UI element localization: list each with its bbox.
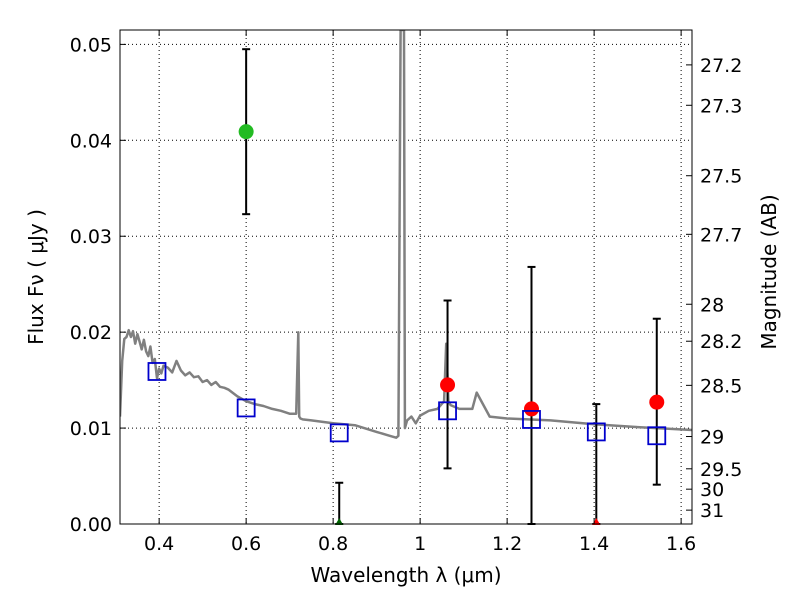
x-axis-label: Wavelength λ (μm) bbox=[310, 563, 501, 587]
right-tick-label: 27.5 bbox=[700, 166, 742, 188]
right-axis-label: Magnitude (AB) bbox=[757, 194, 781, 349]
right-tick-label: 28.2 bbox=[700, 331, 742, 353]
data-point bbox=[523, 401, 539, 417]
x-tick-label: 0.8 bbox=[318, 533, 348, 555]
y-axis-label: Flux Fν ( μJy ) bbox=[24, 209, 48, 345]
right-tick-label: 28.5 bbox=[700, 375, 742, 397]
right-tick-label: 27.7 bbox=[700, 224, 742, 246]
model-square bbox=[329, 423, 349, 443]
x-tick-label: 1.4 bbox=[579, 533, 609, 555]
plot-frame bbox=[119, 29, 693, 525]
marker-layer bbox=[147, 124, 667, 525]
spectrum-line bbox=[120, 30, 692, 439]
model-square bbox=[522, 410, 541, 429]
x-tick-label: 1.6 bbox=[666, 533, 696, 555]
y-tick-label: 0.05 bbox=[70, 34, 112, 56]
grid-lines bbox=[120, 30, 692, 525]
right-tick-label: 27.2 bbox=[700, 55, 742, 77]
y-tick-label: 0.03 bbox=[70, 226, 112, 248]
model-square bbox=[647, 426, 667, 446]
right-tick-label: 29.5 bbox=[700, 459, 742, 481]
model-square bbox=[236, 398, 256, 418]
x-tick-label: 1 bbox=[414, 533, 426, 555]
y-tick-label: 0.02 bbox=[70, 322, 112, 344]
x-tick-label: 0.4 bbox=[144, 533, 174, 555]
y-tick-label: 0.00 bbox=[70, 514, 112, 536]
model-square bbox=[147, 362, 167, 381]
model-square bbox=[586, 422, 606, 442]
model-square bbox=[438, 401, 457, 421]
data-point bbox=[649, 394, 665, 410]
data-point bbox=[440, 377, 456, 393]
right-tick-label: 29 bbox=[700, 427, 724, 449]
spectrum-layer bbox=[120, 30, 692, 439]
x-tick-label: 1.2 bbox=[492, 533, 522, 555]
x-tick-label: 0.6 bbox=[231, 533, 261, 555]
right-tick-label: 30 bbox=[700, 479, 724, 501]
right-tick-label: 28 bbox=[700, 294, 724, 316]
right-tick-label: 31 bbox=[700, 500, 724, 522]
right-tick-label: 27.3 bbox=[700, 95, 742, 117]
data-point bbox=[238, 124, 254, 140]
y-tick-label: 0.01 bbox=[70, 418, 112, 440]
errorbar-layer bbox=[242, 48, 661, 525]
y-tick-label: 0.04 bbox=[70, 130, 112, 152]
axis-ticks: 0.4 0.6 0.8 1 1.2 1.4 1.6 0.00 0.01 0.02 0.03 0.04 0… bbox=[70, 30, 742, 555]
limit-marker bbox=[335, 518, 344, 525]
